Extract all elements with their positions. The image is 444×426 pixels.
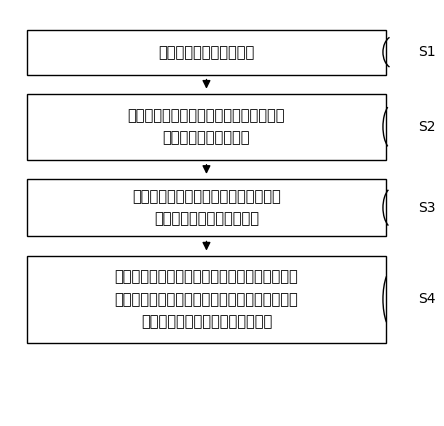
Text: S1: S1	[418, 45, 436, 59]
FancyBboxPatch shape	[27, 94, 386, 160]
Text: 获取待测量零件的二值图: 获取待测量零件的二值图	[159, 45, 254, 60]
Text: S3: S3	[418, 201, 436, 215]
Text: S4: S4	[418, 292, 436, 306]
Text: 根据冲孔的边缘点，得到冲孔的图像最
大孔径值和图像最小孔径值: 根据冲孔的边缘点，得到冲孔的图像最 大孔径值和图像最小孔径值	[132, 189, 281, 226]
FancyBboxPatch shape	[27, 30, 386, 75]
Text: S2: S2	[418, 120, 436, 134]
Text: 基于待测量零件的图像尺寸与实际尺寸之间的定
系数，将图像最大孔径值和图像最小孔径值转为
实际最大孔径值和实际最小孔径值: 基于待测量零件的图像尺寸与实际尺寸之间的定 系数，将图像最大孔径值和图像最小孔径…	[115, 270, 298, 329]
Text: 基于二值图，通过边缘检测算法获取待测
量零件上冲孔的边缘点: 基于二值图，通过边缘检测算法获取待测 量零件上冲孔的边缘点	[128, 108, 285, 145]
FancyBboxPatch shape	[27, 179, 386, 236]
FancyBboxPatch shape	[27, 256, 386, 343]
